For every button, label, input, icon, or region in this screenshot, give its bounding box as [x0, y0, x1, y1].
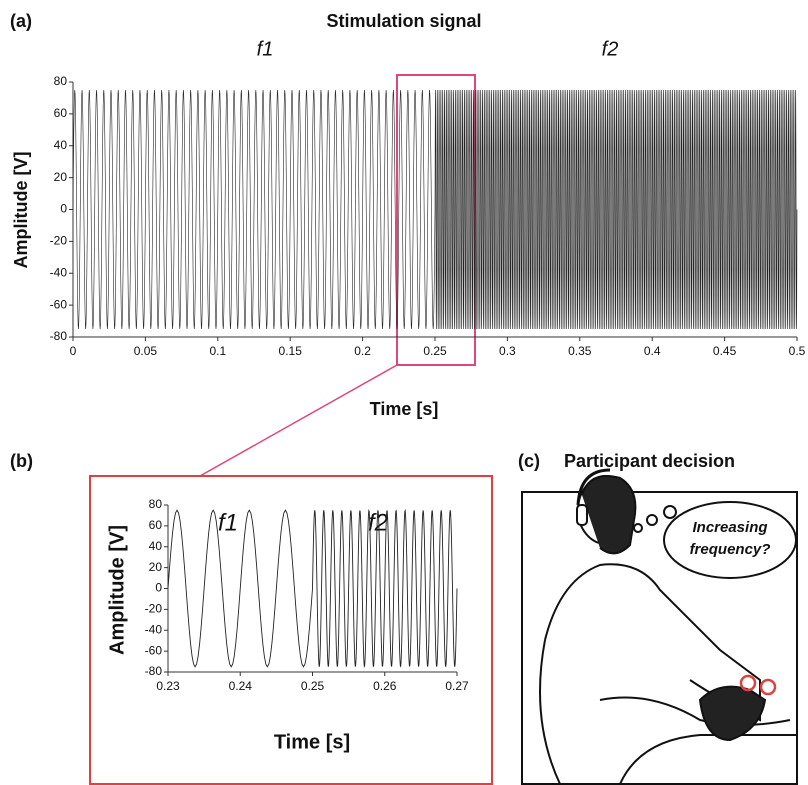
y-tick-label: 20 [54, 170, 68, 184]
signal-line [72, 89, 436, 330]
signal-line [167, 509, 313, 668]
x-tick-label: 0.27 [445, 679, 469, 693]
panel-label: (a) [10, 11, 32, 31]
y-tick-label: -80 [50, 329, 68, 343]
y-tick-label: 40 [54, 138, 68, 152]
illustration-title: Participant decision [564, 451, 735, 471]
y-tick-label: 60 [54, 106, 68, 120]
y-axis-label: Amplitude [V] [106, 525, 128, 655]
y-axis-label: Amplitude [V] [11, 152, 31, 269]
series-label: f1 [257, 38, 274, 60]
zoom-panel [89, 475, 493, 785]
y-tick-label: 80 [54, 74, 68, 88]
signal-line [312, 508, 458, 669]
y-tick-label: -20 [145, 602, 163, 616]
x-tick-label: 0.24 [229, 679, 253, 693]
x-axis-label: Time [s] [370, 399, 439, 419]
x-tick-label: 0.25 [423, 344, 447, 358]
series-label: f2 [602, 38, 619, 60]
x-tick-label: 0.3 [499, 344, 516, 358]
y-tick-label: -20 [50, 234, 68, 248]
x-tick-label: 0 [70, 344, 77, 358]
signal-line [434, 89, 798, 330]
x-tick-label: 0.35 [568, 344, 592, 358]
series-label: f1 [218, 509, 238, 536]
y-tick-label: -40 [50, 265, 68, 279]
series-label: f2 [368, 509, 388, 536]
x-tick-label: 0.5 [789, 344, 806, 358]
y-tick-label: 80 [149, 497, 163, 511]
x-tick-label: 0.23 [156, 679, 180, 693]
chart-title: Stimulation signal [326, 11, 481, 31]
x-tick-label: 0.25 [301, 679, 325, 693]
y-tick-label: -40 [145, 622, 163, 636]
illustration [521, 468, 798, 785]
y-tick-label: -80 [145, 664, 163, 678]
y-tick-label: -60 [145, 643, 163, 657]
y-tick-label: 0 [155, 581, 162, 595]
y-tick-label: 60 [149, 518, 163, 532]
y-tick-label: 40 [149, 539, 163, 553]
x-tick-label: 0.4 [644, 344, 661, 358]
x-tick-label: 0.15 [279, 344, 303, 358]
thought-text: Increasing [692, 519, 767, 536]
x-tick-label: 0.45 [713, 344, 737, 358]
panel-label: (b) [10, 451, 33, 471]
panel-label: (c) [518, 451, 540, 471]
y-tick-label: 20 [149, 560, 163, 574]
x-tick-label: 0.05 [134, 344, 158, 358]
thought-text: frequency? [690, 541, 771, 558]
y-tick-label: -60 [50, 297, 68, 311]
x-axis-label: Time [s] [274, 731, 350, 753]
x-tick-label: 0.1 [209, 344, 226, 358]
x-tick-label: 0.2 [354, 344, 371, 358]
zoom-connector [199, 364, 398, 477]
x-tick-label: 0.26 [373, 679, 397, 693]
y-tick-label: 0 [60, 202, 67, 216]
